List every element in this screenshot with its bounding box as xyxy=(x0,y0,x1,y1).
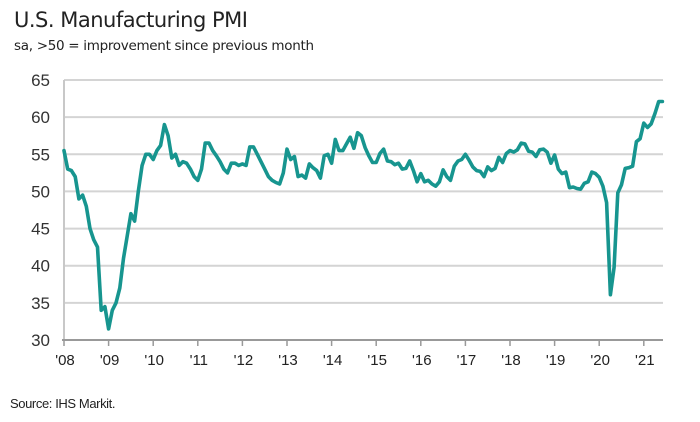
x-tick-label: '12 xyxy=(234,352,254,369)
chart-subtitle: sa, >50 = improvement since previous mon… xyxy=(14,38,314,54)
x-tick-label: '11 xyxy=(190,352,208,369)
chart-title: U.S. Manufacturing PMI xyxy=(14,8,248,32)
y-tick-label: 35 xyxy=(31,294,50,313)
x-tick-label: '14 xyxy=(323,352,343,369)
x-tick-label: '09 xyxy=(100,352,120,369)
y-tick-label: 60 xyxy=(31,108,50,127)
x-tick-label: '08 xyxy=(55,352,75,369)
source-note: Source: IHS Markit. xyxy=(10,396,116,411)
x-tick-label: '16 xyxy=(412,352,432,369)
x-tick-label: '15 xyxy=(367,352,387,369)
pmi-series-line xyxy=(62,99,665,331)
y-tick-label: 65 xyxy=(31,71,50,90)
x-tick-label: '18 xyxy=(501,352,521,369)
x-tick-label: '20 xyxy=(590,352,610,369)
y-tick-label: 30 xyxy=(31,331,50,350)
x-tick-label: '21 xyxy=(635,352,655,369)
x-tick-label: '13 xyxy=(278,352,298,369)
y-tick-label: 45 xyxy=(31,220,50,239)
x-tick-label: '17 xyxy=(457,352,477,369)
x-tick-label: '19 xyxy=(546,352,566,369)
y-tick-label: 40 xyxy=(31,257,50,276)
x-tick-label: '10 xyxy=(144,352,164,369)
y-tick-label: 55 xyxy=(31,145,50,164)
y-tick-label: 50 xyxy=(31,182,50,201)
